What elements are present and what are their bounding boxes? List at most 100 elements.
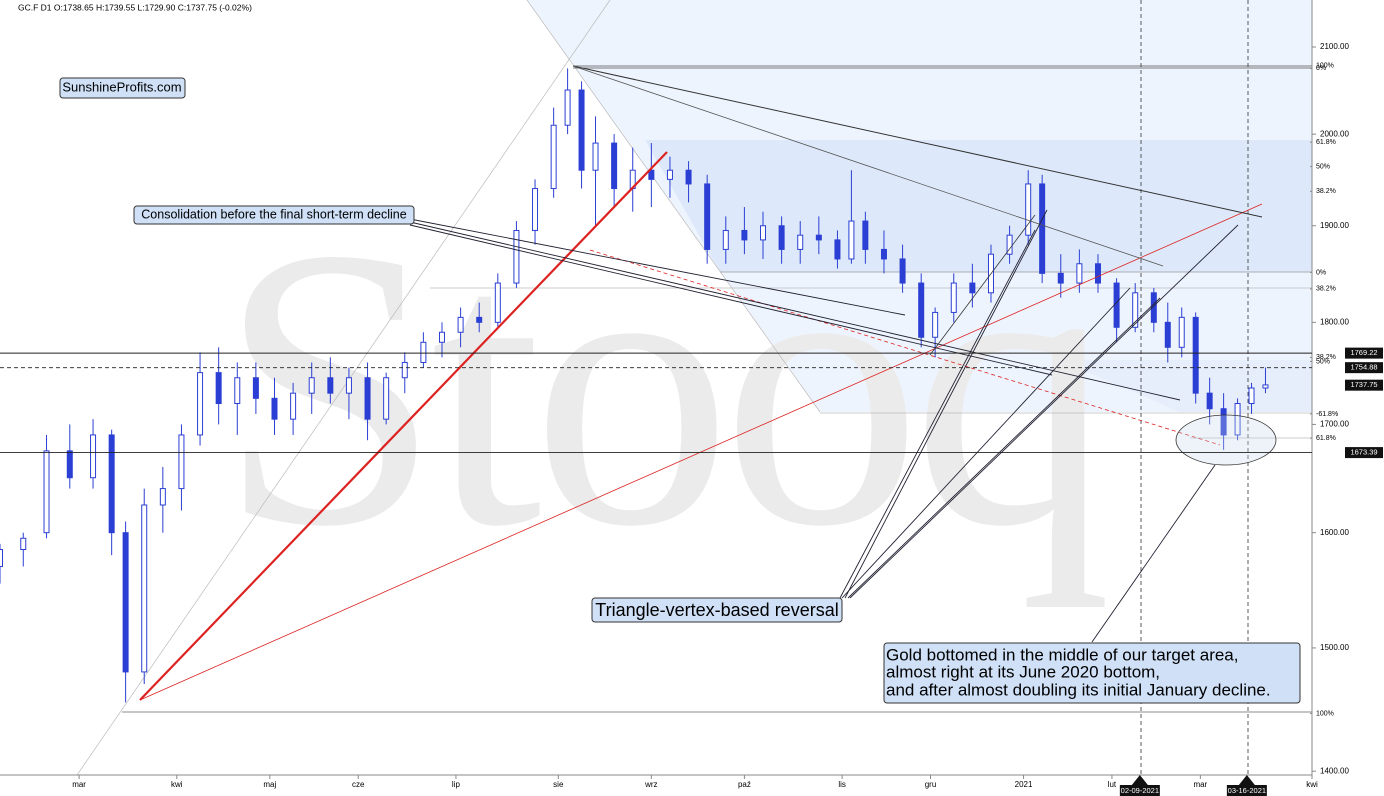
- trend-line: [139, 151, 668, 701]
- price-tag: 1769.22: [1350, 348, 1377, 357]
- candle-body: [345, 377, 352, 394]
- candle-body: [494, 282, 501, 323]
- y-tick-label: 2100.00: [1320, 42, 1349, 51]
- y-tick-label: 1800.00: [1320, 317, 1349, 326]
- candle-body: [1039, 183, 1046, 274]
- candle-body: [1006, 234, 1013, 255]
- x-tick-label: gru: [925, 780, 937, 789]
- candle-body: [420, 341, 427, 363]
- candle-body: [950, 282, 957, 313]
- candle-body: [969, 282, 976, 294]
- candle-body: [108, 434, 115, 534]
- shaded-zone: [645, 140, 1312, 272]
- candle-body: [797, 234, 804, 250]
- candle-body: [364, 377, 371, 420]
- candle-body: [760, 225, 767, 241]
- candle-body: [1220, 408, 1227, 436]
- candle-body: [141, 504, 148, 673]
- price-tag-box: [1345, 362, 1383, 374]
- y-tick-label: 1700.00: [1320, 420, 1349, 429]
- x-tick-label: cze: [352, 780, 365, 789]
- candle-body: [1076, 263, 1083, 284]
- target-ellipse: [1175, 414, 1277, 466]
- level-label: 38.2%: [1316, 188, 1336, 195]
- plot-layer: [0, 68, 1269, 703]
- trend-line: [929, 214, 1036, 356]
- x-tick-label: lip: [452, 780, 461, 789]
- chart-title: GC.F D1 O:1738.65 H:1739.55 L:1729.90 C:…: [18, 2, 252, 12]
- candle-body: [1248, 387, 1255, 405]
- date-marker: 02-09-2021: [1121, 786, 1159, 795]
- date-marker-box: [1226, 785, 1267, 796]
- candle-body: [862, 220, 869, 250]
- x-tick-label: mar: [1193, 780, 1207, 789]
- candle-body: [457, 316, 464, 333]
- candle-body: [271, 397, 278, 420]
- x-tick-label: paź: [738, 780, 751, 789]
- trend-line: [572, 65, 1164, 267]
- note-line: almost right at its June 2020 bottom,: [886, 662, 1160, 681]
- candle-body: [532, 188, 539, 231]
- x-tick-label: mar: [72, 780, 86, 789]
- price-tag: 1673.39: [1350, 448, 1377, 457]
- candle-body: [383, 377, 390, 420]
- candle-body: [1057, 272, 1064, 284]
- note: Consolidation before the final short-ter…: [141, 207, 406, 221]
- y-tick-label: 2000.00: [1320, 129, 1349, 138]
- trend-line: [589, 249, 1221, 446]
- candle-body: [550, 124, 557, 190]
- price-tag: 1754.88: [1350, 363, 1377, 372]
- note-line: and after almost doubling its initial Ja…: [886, 680, 1271, 699]
- price-tag-box: [1345, 347, 1383, 359]
- price-tag: 1737.75: [1350, 380, 1377, 389]
- x-tick-label: lis: [838, 780, 846, 789]
- candle-body: [685, 169, 692, 185]
- candle-body: [401, 361, 408, 379]
- price-tag-box: [1345, 447, 1383, 459]
- x-tick-label: 2021: [1015, 780, 1033, 789]
- date-marker-box: [1119, 785, 1160, 796]
- candle-body: [438, 331, 445, 343]
- candle-body: [66, 450, 73, 479]
- candle-body: [215, 372, 222, 405]
- pointer-lines: [409, 209, 1239, 643]
- candle-body: [290, 392, 297, 420]
- note: Triangle-vertex-based reversal: [595, 600, 838, 620]
- candle-body: [611, 142, 618, 190]
- brand-box: [59, 77, 186, 99]
- level-label: 61.8%: [1316, 139, 1336, 146]
- y-tick-label: 1600.00: [1320, 528, 1349, 537]
- candle-body: [1164, 321, 1171, 348]
- candle-body: [1192, 316, 1199, 394]
- note-line: Gold bottomed in the middle of our targe…: [886, 645, 1238, 664]
- candle-body: [722, 229, 729, 250]
- y-tick-label: 1900.00: [1320, 221, 1349, 230]
- level-label: 100%: [1316, 710, 1334, 717]
- note-box: [133, 205, 415, 225]
- x-tick-label: lut: [1108, 780, 1117, 789]
- candle-body: [918, 282, 925, 338]
- candle-body: [578, 89, 585, 171]
- level-label: 38.2%: [1316, 286, 1336, 293]
- guide-line: [76, 0, 611, 776]
- candle-body: [932, 311, 939, 338]
- candle-body: [0, 549, 3, 567]
- candle-body: [122, 532, 129, 673]
- level-label: 100%: [1316, 63, 1334, 70]
- brand: SunshineProfits.com: [62, 79, 181, 94]
- candle-body: [592, 142, 599, 171]
- candle-body: [1178, 316, 1185, 348]
- note-box: [591, 597, 843, 623]
- candle-body: [564, 89, 571, 126]
- candle-body: [90, 434, 97, 479]
- date-marker-arrow: [1131, 775, 1148, 785]
- date-marker: 03-16-2021: [1228, 786, 1266, 795]
- level-label: -61.8%: [1316, 411, 1338, 418]
- candle-body: [20, 537, 27, 551]
- candle-body: [704, 183, 711, 250]
- guide-line: [526, 0, 821, 413]
- level-label: 0%: [1316, 269, 1326, 276]
- level-label: 61.8%: [1316, 435, 1336, 442]
- level-label: 50%: [1316, 358, 1330, 365]
